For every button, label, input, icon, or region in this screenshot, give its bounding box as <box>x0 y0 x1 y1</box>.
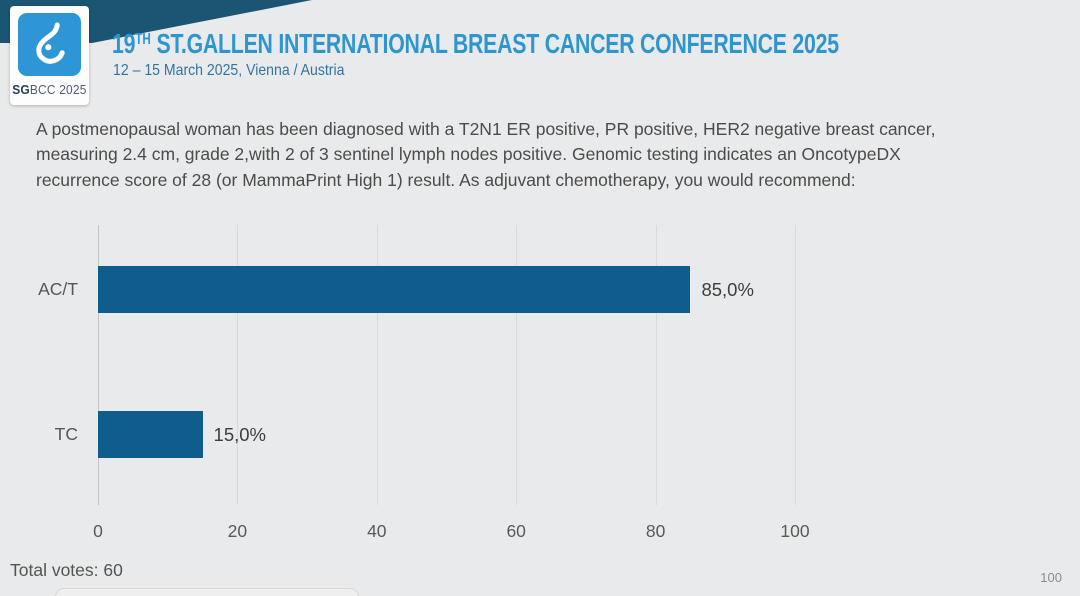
gridline-20 <box>237 225 239 505</box>
category-label-ac-t: AC/T <box>38 279 78 299</box>
category-label-tc: TC <box>54 424 78 444</box>
gridline-0 <box>98 225 99 505</box>
conference-title: 19TH ST.GALLEN INTERNATIONAL BREAST CANC… <box>112 28 839 59</box>
gridline-40 <box>376 225 378 505</box>
page-number: 100 <box>1040 570 1062 585</box>
x-tick-label: 40 <box>367 521 387 541</box>
logo-bcc-year: BCC 2025 <box>29 82 87 97</box>
x-tick-label: 0 <box>93 521 103 541</box>
title-superscript: TH <box>135 31 151 48</box>
votes-pill <box>55 588 359 596</box>
x-tick-label: 20 <box>227 521 248 541</box>
x-tick-label: 60 <box>506 521 526 541</box>
conference-subtitle: 12 – 15 March 2025, Vienna / Austria <box>113 62 345 79</box>
gridline-60 <box>516 225 518 505</box>
bar-tc <box>98 411 203 458</box>
logo-sg: SG <box>12 82 30 97</box>
logo-wordmark: SGBCC 2025 <box>12 82 86 97</box>
poll-bar-chart: 0 20 40 60 80 100 AC/T 85,0% TC 15,0% <box>0 225 1080 555</box>
bar-value-label-ac-t: 85,0% <box>701 279 754 300</box>
total-votes-label: Total votes: 60 <box>10 560 123 580</box>
gridline-100 <box>795 225 796 505</box>
x-tick-label: 100 <box>780 521 810 541</box>
sgbcc-logo: SGBCC 2025 <box>10 6 89 105</box>
question-text: A postmenopausal woman has been diagnose… <box>36 119 936 190</box>
x-tick-label: 80 <box>645 521 666 541</box>
sgbcc-breast-icon <box>18 13 81 76</box>
bar-ac-t <box>98 266 691 313</box>
bar-value-label-tc: 15,0% <box>213 424 267 445</box>
gridline-80 <box>655 225 657 505</box>
